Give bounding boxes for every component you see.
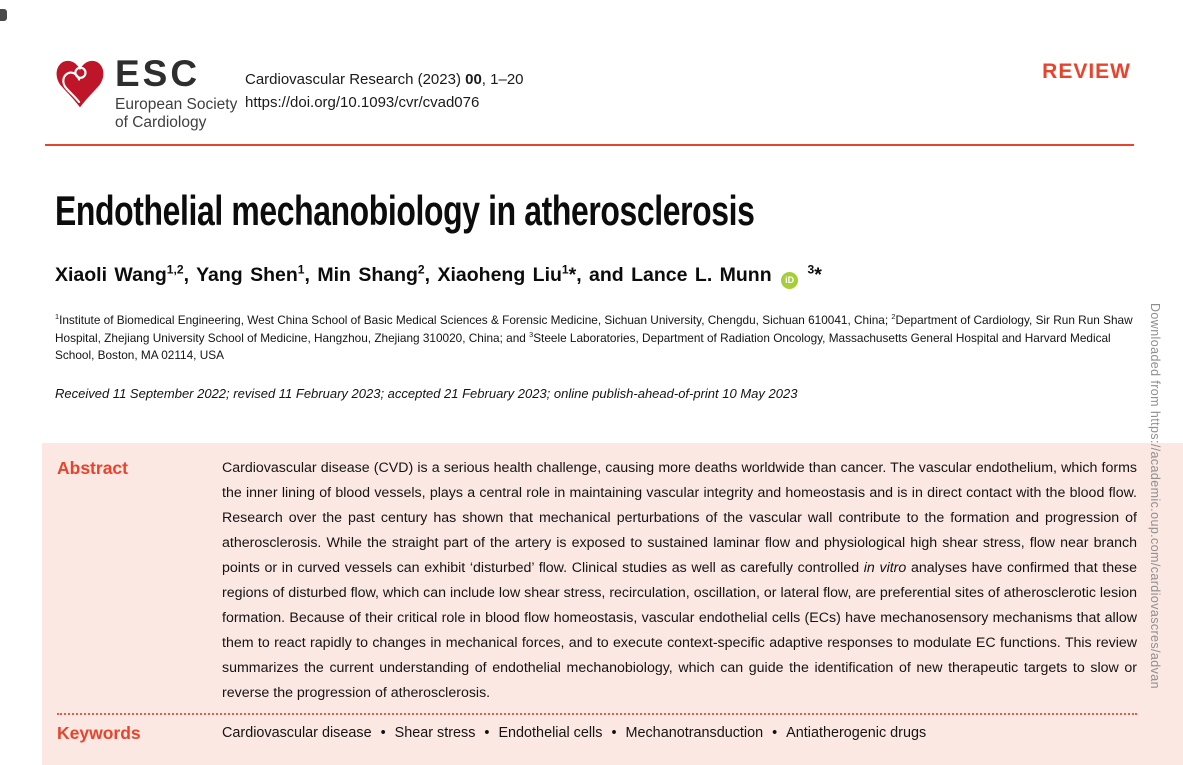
superscript: 1 (55, 312, 60, 322)
article-dates: Received 11 September 2022; revised 11 F… (55, 386, 798, 401)
abstract-text: Cardiovascular disease (CVD) is a seriou… (222, 456, 1137, 706)
authors-line: Xiaoli Wang1,2, Yang Shen1, Min Shang2, … (55, 262, 822, 289)
superscript: 1,2 (166, 262, 184, 277)
text-segment: *, and Lance L. Munn (568, 264, 780, 286)
keyword: Cardiovascular disease (222, 725, 372, 741)
dotted-divider (57, 713, 1137, 715)
keyword-separator: • (772, 725, 778, 741)
affiliations: 1Institute of Biomedical Engineering, We… (55, 312, 1140, 365)
keywords-list: Cardiovascular disease • Shear stress • Endo… (222, 721, 1137, 746)
keyword-separator: • (380, 725, 386, 741)
download-watermark: Downloaded from https://academic.oup.com… (1148, 303, 1162, 689)
abstract-box: Abstract Cardiovascular disease (CVD) is… (42, 443, 1183, 765)
text-segment: in vitro (863, 560, 907, 576)
esc-logo: ESC European Society of Cardiology (53, 52, 237, 131)
page-title: Endothelial mechanobiology in atheroscle… (55, 187, 755, 234)
text-segment: Cardiovascular Research (2023) (245, 71, 466, 88)
superscript: 2 (417, 262, 425, 277)
text-segment: 00 (465, 71, 482, 88)
keyword: Antiatherogenic drugs (786, 725, 927, 741)
abstract-label: Abstract (57, 458, 128, 478)
text-segment: Institute of Biomedical Engineering, Wes… (59, 313, 892, 327)
journal-citation-block: Cardiovascular Research (2023) 00, 1–20 … (245, 68, 524, 114)
doi-link[interactable]: https://doi.org/10.1093/cvr/cvad076 (245, 94, 480, 111)
keyword: Shear stress (394, 725, 476, 741)
text-segment: , Min Shang (304, 264, 418, 286)
superscript: 1 (561, 262, 569, 277)
header-rule (45, 144, 1134, 146)
text-segment: Department of Cardiology, Sir Run Run Sh… (55, 313, 1133, 345)
keyword: Mechanotransduction (625, 725, 764, 741)
journal-citation: Cardiovascular Research (2023) 00, 1–20 (245, 68, 524, 91)
article-type-label: REVIEW (1042, 60, 1131, 83)
esc-logo-text: ESC European Society of Cardiology (115, 52, 237, 131)
superscript: 3 (529, 329, 534, 339)
text-segment: , Yang Shen (183, 264, 298, 286)
text-segment: Xiaoli Wang (55, 264, 167, 286)
superscript: 2 (891, 312, 896, 322)
text-segment: * (814, 264, 822, 286)
esc-logo-subtitle-line2: of Cardiology (115, 113, 207, 131)
esc-heart-icon (56, 60, 104, 108)
abstract-row: Abstract Cardiovascular disease (CVD) is… (57, 456, 1137, 706)
superscript: 3 (807, 262, 815, 277)
edge-artifact (0, 9, 7, 21)
keyword-separator: • (484, 725, 490, 741)
keywords-row: Keywords Cardiovascular disease • Shear st… (57, 721, 1137, 746)
superscript: 1 (297, 262, 305, 277)
text-segment: Cardiovascular disease (CVD) is a seriou… (222, 460, 1137, 576)
text-segment: , Xiaoheng Liu (424, 264, 562, 286)
keywords-label: Keywords (57, 723, 141, 743)
text-segment: , 1–20 (481, 71, 524, 88)
keyword: Endothelial cells (498, 725, 603, 741)
esc-logo-acronym: ESC (115, 53, 201, 94)
keyword-separator: • (611, 725, 617, 741)
orcid-icon[interactable]: iD (781, 272, 799, 289)
esc-logo-subtitle-line1: European Society (115, 96, 238, 113)
text-segment: Steele Laboratories, Department of Radia… (55, 330, 1111, 363)
esc-logo-subtitle: European Society of Cardiology (115, 96, 237, 131)
text-segment: analyses have confirmed that these regio… (222, 560, 1138, 701)
